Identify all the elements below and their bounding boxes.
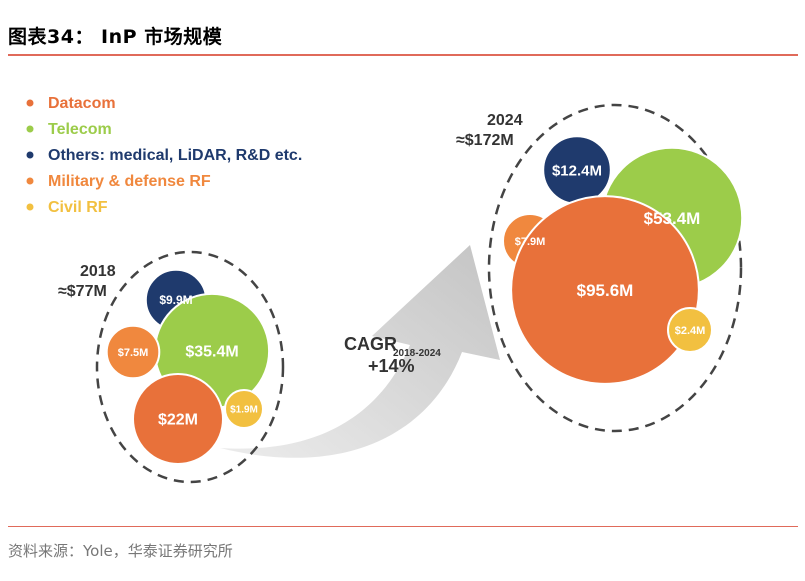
bubble-2024-4 [667, 307, 713, 353]
bubble-2018-4 [224, 389, 264, 429]
chart-legend: Datacom Telecom Others: medical, LiDAR, R&… [26, 95, 302, 216]
bubble-2018-3 [132, 373, 224, 465]
bubble-label-2024-4: $2.4M [675, 325, 706, 337]
total-label-2018: ≈$77M [58, 283, 107, 300]
bubble-label-2024-0: $12.4M [552, 162, 602, 179]
legend-label-0: Datacom [48, 95, 116, 112]
bubble-label-2018-1: $35.4M [185, 344, 238, 361]
bubble-2018-2 [105, 324, 161, 380]
bubble-label-2018-3: $22M [158, 412, 198, 429]
legend-dot-3 [26, 177, 34, 185]
page-title: 图表34： InP 市场规模 [8, 26, 223, 48]
bubble-label-2024-3: $95.6M [577, 281, 634, 300]
bubble-label-2018-0: $9.9M [159, 293, 192, 307]
source-note: 资料来源：Yole，华泰证券研究所 [8, 542, 233, 560]
bubble-2024-3 [510, 195, 700, 385]
top-divider [8, 54, 798, 56]
bottom-divider [8, 526, 798, 527]
legend-label-2: Others: medical, LiDAR, R&D etc. [48, 147, 302, 164]
year-label-2024: 2024 [487, 112, 523, 129]
growth-arrow [220, 245, 500, 458]
legend-label-3: Military & defense RF [48, 173, 211, 190]
cagr-period: 2018-2024 [393, 348, 441, 359]
group-outline-2018 [95, 250, 285, 484]
inp-market-chart: Datacom Telecom Others: medical, LiDAR, R&… [26, 95, 744, 484]
bubble-label-2018-2: $7.5M [118, 347, 149, 359]
bubble-label-2018-4: $1.9M [230, 405, 258, 416]
total-label-2024: ≈$172M [456, 132, 514, 149]
bubble-label-2024-2: $7.9M [515, 236, 546, 248]
cagr-label: CAGR [344, 334, 397, 354]
legend-dot-4 [26, 203, 34, 211]
legend-dot-2 [26, 151, 34, 159]
cagr-value: +14% [368, 356, 415, 376]
bubble-label-2024-1: $53.4M [644, 209, 701, 228]
legend-dot-0 [26, 99, 34, 107]
legend-dot-1 [26, 125, 34, 133]
legend-label-1: Telecom [48, 121, 112, 138]
year-label-2018: 2018 [80, 263, 116, 280]
legend-label-4: Civil RF [48, 199, 108, 216]
group-outline-2024 [487, 103, 743, 433]
